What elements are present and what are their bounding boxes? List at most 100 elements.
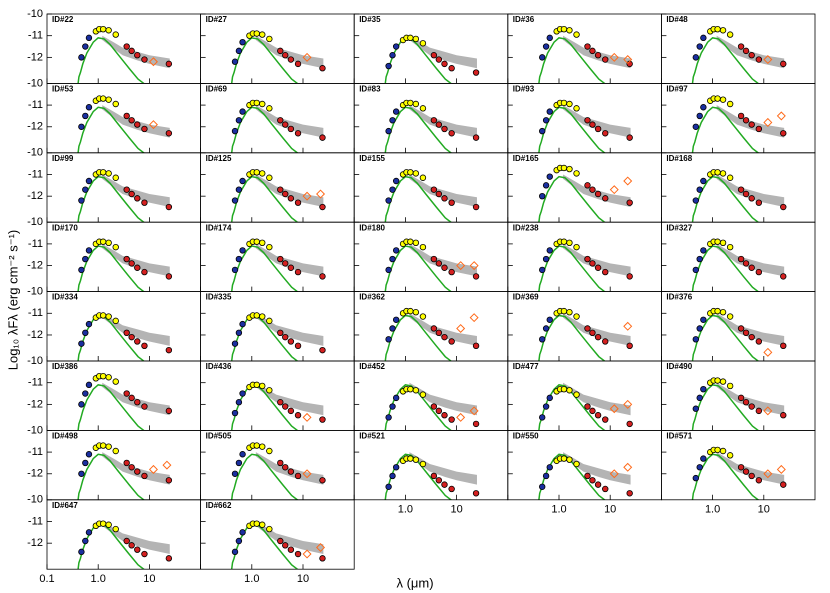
photometry-point: [392, 247, 400, 254]
panel: ID#238: [507, 221, 662, 292]
panel-id: ID#376: [666, 293, 692, 302]
photometry-point: [742, 47, 750, 55]
photometry-point: [253, 381, 260, 389]
photometry-point: [435, 56, 443, 63]
model-envelope: [102, 243, 170, 277]
upper-limit-diamond: [456, 261, 466, 271]
photometry-point: [235, 459, 243, 467]
photometry-point: [134, 52, 141, 59]
y-tick-label: -12: [27, 121, 43, 133]
photometry-point: [430, 325, 438, 332]
photometry-point: [692, 336, 700, 343]
photometry-point: [542, 182, 550, 189]
panel-id: ID#69: [206, 85, 228, 94]
model-envelope: [409, 382, 477, 416]
photometry-point: [389, 325, 396, 332]
panel-id: ID#238: [513, 223, 539, 232]
model-envelope: [563, 243, 631, 277]
plot-area: [230, 99, 326, 153]
photometry-point: [755, 407, 763, 415]
panel-id: ID#168: [666, 154, 692, 163]
upper-limit-diamond: [623, 321, 633, 331]
photometry-point: [539, 336, 546, 343]
panel-id: ID#48: [666, 15, 688, 24]
photometry-point: [99, 520, 107, 527]
photometry-point: [85, 34, 93, 42]
x-tick-label: 1.0: [551, 504, 566, 516]
photometry-point: [82, 537, 89, 545]
photometry-point: [99, 25, 107, 33]
panel-id: ID#335: [206, 293, 232, 302]
photometry-point: [294, 130, 302, 137]
photometry-point: [266, 447, 273, 455]
photometry-point: [560, 238, 568, 245]
photometry-point: [407, 238, 414, 245]
photometry-point: [748, 264, 755, 271]
photometry-point: [235, 537, 243, 545]
plot-area: [538, 382, 633, 431]
photometry-point: [385, 62, 392, 70]
photometry-point: [626, 273, 633, 280]
photometry-point: [123, 329, 130, 337]
photometry-point: [726, 174, 734, 181]
photometry-point: [700, 247, 707, 254]
photometry-point: [287, 195, 295, 202]
plot-area: [384, 382, 480, 431]
y-tick-label: -11: [28, 446, 43, 458]
photometry-point: [700, 385, 707, 393]
photometry-point: [584, 255, 591, 263]
photometry-point: [165, 477, 173, 484]
plot-area: [77, 25, 173, 84]
photometry-point: [589, 407, 596, 415]
model-envelope: [255, 521, 324, 555]
photometry-point: [141, 268, 148, 276]
photometry-point: [714, 95, 721, 102]
photometry-point: [441, 481, 448, 488]
plot-area: [384, 238, 480, 292]
panel: ID#334 -10 -11 -12: [27, 286, 202, 362]
photometry-point: [82, 255, 89, 263]
photometry-point: [287, 264, 295, 271]
photometry-point: [235, 47, 243, 55]
photometry-point: [542, 255, 550, 263]
photometry-point: [696, 394, 703, 402]
photometry-point: [430, 117, 438, 124]
photometry-point: [294, 342, 302, 350]
photometry-point: [472, 273, 480, 280]
photometry-point: [123, 537, 130, 545]
photometry-point: [82, 186, 89, 193]
photometry-point: [385, 266, 392, 274]
photometry-point: [385, 127, 392, 135]
photometry-point: [742, 190, 750, 198]
photometry-point: [714, 307, 721, 315]
panel: ID#170 -10 -11 -12: [27, 216, 202, 292]
panel: ID#48: [661, 13, 816, 84]
y-tick-label: -12: [27, 537, 43, 549]
model-envelope: [102, 452, 170, 485]
panel: ID#490: [661, 360, 816, 431]
panel-id: ID#647: [52, 501, 78, 510]
panel-id: ID#155: [359, 154, 385, 163]
photometry-point: [389, 255, 396, 263]
photometry-point: [737, 255, 745, 263]
photometry-point: [287, 338, 295, 345]
model-envelope: [716, 174, 785, 208]
plot-area: [691, 169, 787, 223]
model-envelope: [716, 105, 785, 138]
panel-id: ID#125: [206, 154, 232, 163]
photometry-point: [748, 333, 755, 341]
photometry-point: [134, 195, 141, 202]
panel: ID#376: [661, 291, 816, 362]
photometry-point: [726, 243, 734, 251]
photometry-point: [141, 403, 148, 410]
photometry-point: [714, 377, 721, 384]
photometry-point: [780, 273, 787, 280]
plot-area: [230, 238, 326, 292]
photometry-point: [112, 243, 119, 251]
panel: ID#452: [353, 360, 509, 431]
model-envelope: [563, 452, 631, 485]
photometry-point: [594, 333, 602, 341]
photometry-point: [412, 239, 420, 247]
photometry-point: [105, 96, 112, 103]
